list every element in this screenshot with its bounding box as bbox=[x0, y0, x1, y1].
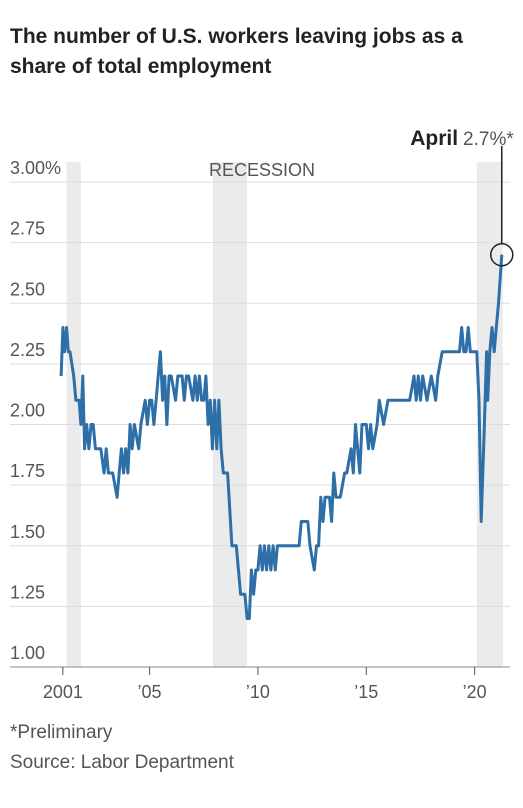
annotation-marker bbox=[490, 243, 514, 267]
y-tick-label: 2.50 bbox=[10, 279, 45, 299]
x-tick-label: ’10 bbox=[246, 682, 270, 702]
source: Source: Labor Department bbox=[10, 752, 234, 773]
data-line bbox=[59, 254, 504, 620]
y-tick-label: 1.00 bbox=[10, 643, 45, 663]
x-tick-label: 2001 bbox=[43, 682, 83, 702]
y-tick-label: 2.00 bbox=[10, 401, 45, 421]
x-tick-label: ’20 bbox=[463, 682, 487, 702]
x-tick-label: ’05 bbox=[138, 682, 162, 702]
y-tick-label: 2.25 bbox=[10, 340, 45, 360]
recession-band bbox=[66, 162, 81, 667]
recession-band bbox=[476, 162, 503, 667]
annotation-value: 2.7%* bbox=[463, 129, 514, 150]
annotation-label: April bbox=[410, 127, 458, 150]
recession-label: RECESSION bbox=[209, 160, 315, 180]
y-tick-label: 3.00% bbox=[10, 158, 61, 178]
x-tick-label: ’15 bbox=[354, 682, 378, 702]
footnote: *Preliminary bbox=[10, 722, 113, 743]
annotation: April 2.7%* bbox=[410, 127, 514, 150]
y-tick-label: 1.50 bbox=[10, 522, 45, 542]
y-tick-label: 2.75 bbox=[10, 219, 45, 239]
y-tick-label: 1.25 bbox=[10, 582, 45, 602]
chart-title: The number of U.S. workers leaving jobs … bbox=[10, 25, 463, 78]
y-tick-label: 1.75 bbox=[10, 461, 45, 481]
